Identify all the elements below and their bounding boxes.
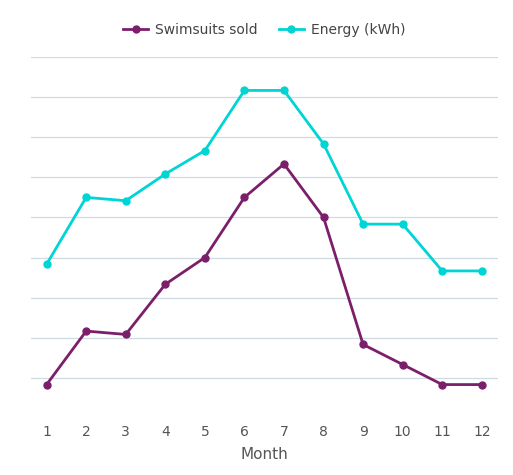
- Energy (kWh): [479, 268, 485, 274]
- Swimsuits sold: [281, 161, 287, 167]
- Line: Swimsuits sold: Swimsuits sold: [43, 161, 485, 388]
- Energy (kWh): [44, 261, 50, 267]
- Energy (kWh): [360, 221, 366, 227]
- Swimsuits sold: [241, 195, 247, 200]
- Swimsuits sold: [162, 282, 168, 287]
- Energy (kWh): [321, 141, 327, 147]
- Swimsuits sold: [123, 332, 129, 337]
- Swimsuits sold: [479, 382, 485, 388]
- Energy (kWh): [123, 198, 129, 204]
- Swimsuits sold: [400, 361, 406, 367]
- X-axis label: Month: Month: [240, 447, 288, 462]
- Swimsuits sold: [360, 342, 366, 347]
- Swimsuits sold: [202, 255, 208, 260]
- Swimsuits sold: [44, 382, 50, 388]
- Energy (kWh): [83, 195, 89, 200]
- Energy (kWh): [202, 148, 208, 153]
- Swimsuits sold: [83, 328, 89, 334]
- Energy (kWh): [162, 171, 168, 177]
- Energy (kWh): [241, 87, 247, 93]
- Swimsuits sold: [321, 215, 327, 220]
- Legend: Swimsuits sold, Energy (kWh): Swimsuits sold, Energy (kWh): [117, 17, 411, 42]
- Energy (kWh): [439, 268, 445, 274]
- Energy (kWh): [281, 87, 287, 93]
- Line: Energy (kWh): Energy (kWh): [43, 87, 485, 275]
- Swimsuits sold: [439, 382, 445, 388]
- Energy (kWh): [400, 221, 406, 227]
